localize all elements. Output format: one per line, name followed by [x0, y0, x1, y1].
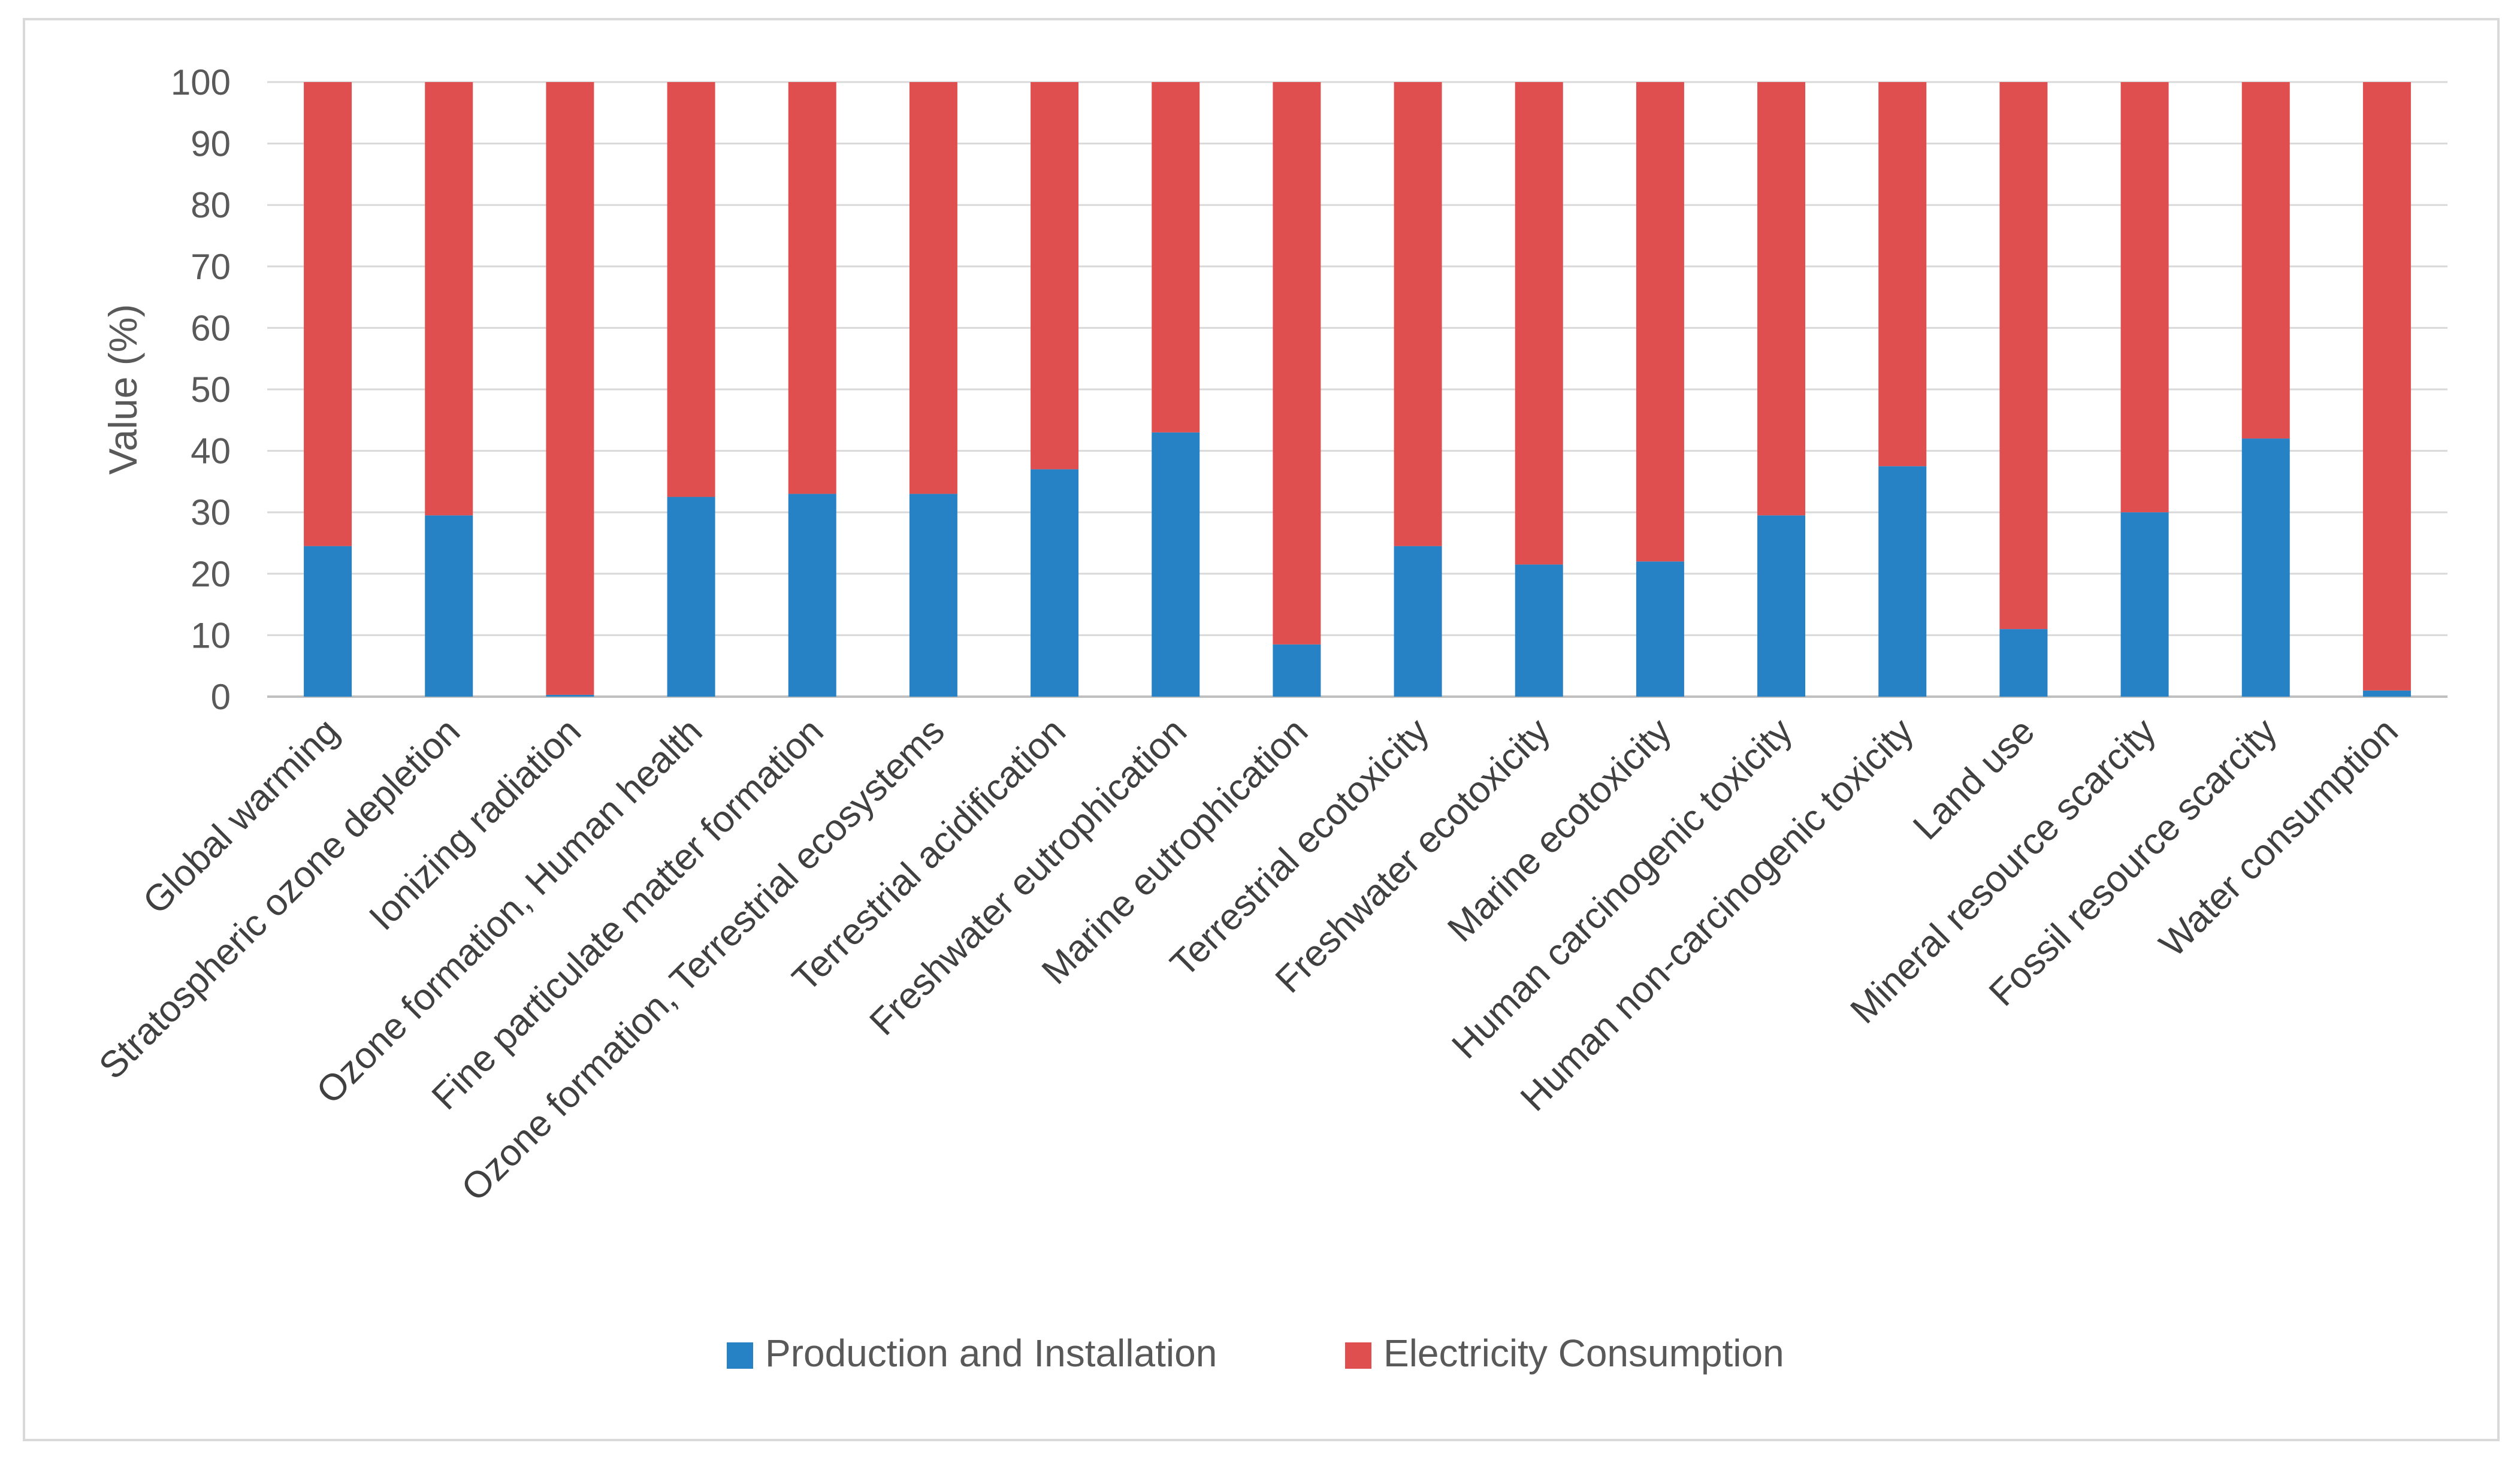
y-tick-label-80: 80 [191, 185, 231, 225]
bar-series2-cat18 [2362, 82, 2411, 691]
bar-series1-cat14 [1878, 466, 1927, 697]
bar-series1-cat18 [2362, 690, 2411, 697]
y-tick-label-10: 10 [191, 615, 231, 655]
bar-series2-cat5 [788, 82, 836, 494]
bar-series1-cat11 [1515, 564, 1563, 697]
x-category-label-18: Water consumption [2152, 710, 2406, 965]
bar-series2-cat6 [909, 82, 957, 494]
bar-series2-cat7 [1031, 82, 1079, 470]
y-tick-label-60: 60 [191, 308, 231, 348]
y-tick-label-20: 20 [191, 554, 231, 594]
bar-series2-cat9 [1273, 82, 1321, 645]
bar-series2-cat14 [1878, 82, 1927, 467]
bar-series2-cat13 [1757, 82, 1806, 516]
grid-lines [267, 81, 2448, 698]
x-category-label-3: Ionizing radiation [361, 710, 589, 938]
y-tick-label-30: 30 [191, 492, 231, 533]
legend-swatch-1 [727, 1342, 753, 1369]
bar-series2-cat12 [1636, 82, 1684, 562]
bar-series1-cat15 [1999, 629, 2048, 697]
bar-series1-cat9 [1273, 644, 1321, 697]
legend-swatch-2 [1345, 1342, 1371, 1369]
bar-series2-cat8 [1152, 82, 1200, 432]
bar-series1-cat13 [1757, 515, 1806, 697]
y-tick-label-40: 40 [191, 431, 231, 471]
bar-series2-cat17 [2241, 82, 2290, 439]
bar-series1-cat12 [1636, 561, 1684, 697]
x-category-label-12: Marine ecotoxicity [1440, 710, 1679, 950]
y-tick-label-70: 70 [191, 247, 231, 287]
y-tick-label-50: 50 [191, 370, 231, 410]
bar-series1-cat8 [1152, 432, 1200, 697]
bar-series2-cat3 [546, 82, 594, 695]
bar-series2-cat4 [667, 82, 715, 497]
bar-series1-cat2 [425, 515, 473, 697]
y-tick-label-90: 90 [191, 124, 231, 164]
bar-series1-cat10 [1394, 546, 1442, 697]
bar-series1-cat1 [304, 546, 352, 697]
bar-series1-cat4 [667, 497, 715, 697]
bar-series1-cat5 [788, 494, 836, 697]
legend: Production and Installation Electricity C… [727, 1332, 1784, 1375]
y-tick-label-100: 100 [171, 62, 231, 102]
bar-series2-cat11 [1515, 82, 1563, 565]
bar-series1-cat7 [1031, 469, 1079, 697]
bar-series1-cat6 [909, 494, 957, 697]
bar-series1-cat3 [546, 694, 594, 697]
y-axis-title: Value (%) [101, 304, 145, 475]
bar-series1-cat16 [2120, 512, 2169, 697]
y-tick-label-0: 0 [211, 677, 231, 717]
y-tick-labels: 0 10 20 30 40 50 60 70 80 90 100 [171, 62, 231, 717]
bars [304, 82, 2411, 697]
legend-label-2: Electricity Consumption [1383, 1332, 1784, 1375]
bar-series1-cat17 [2241, 438, 2290, 697]
bar-series2-cat1 [304, 82, 352, 546]
bar-series2-cat10 [1394, 82, 1442, 546]
legend-label-1: Production and Installation [765, 1332, 1217, 1375]
bar-series2-cat15 [1999, 82, 2048, 630]
bar-series2-cat16 [2120, 82, 2169, 513]
bar-series2-cat2 [425, 82, 473, 516]
